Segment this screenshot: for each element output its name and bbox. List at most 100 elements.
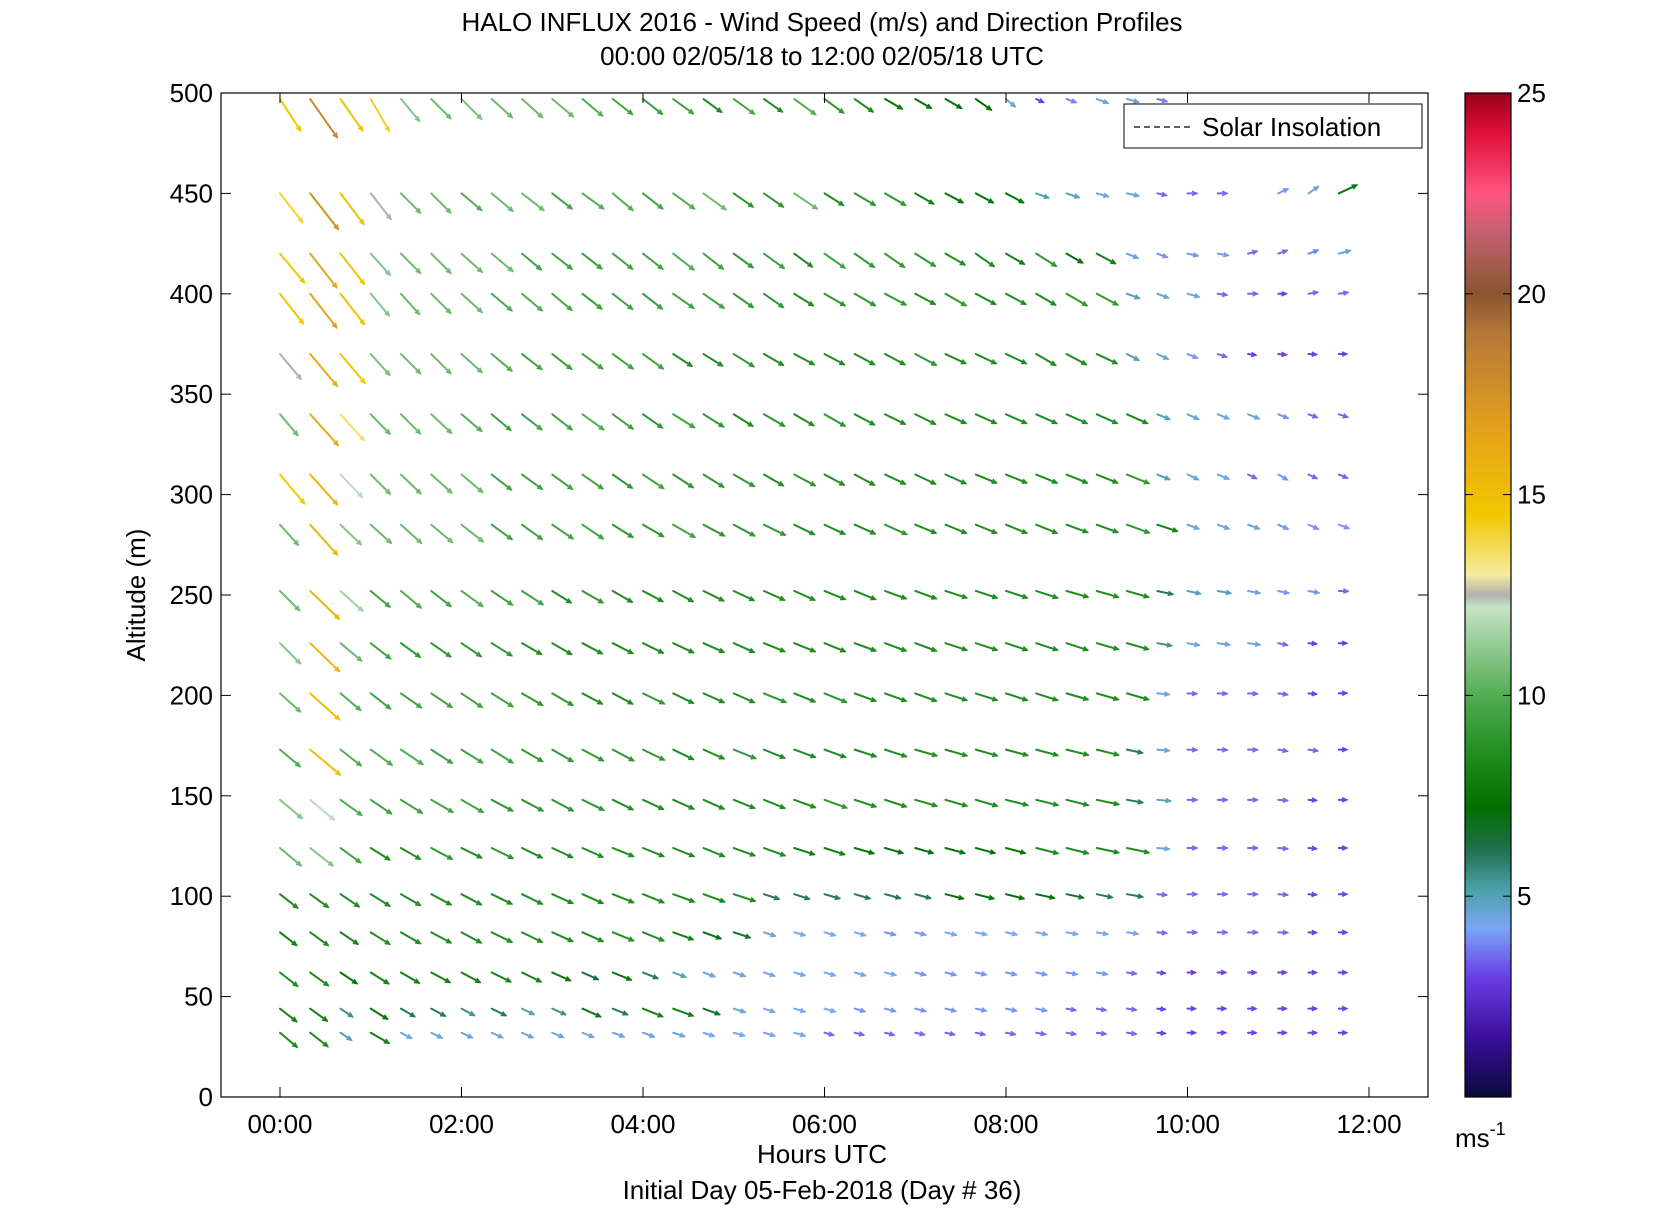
wind-arrow [1337, 523, 1351, 530]
wind-arrow [1005, 292, 1028, 306]
wind-arrow [884, 971, 898, 977]
wind-arrow [1005, 692, 1029, 702]
chart-footer: Initial Day 05-Feb-2018 (Day # 36) [623, 1175, 1022, 1205]
wind-arrow [339, 748, 363, 767]
wind-arrow [793, 589, 817, 601]
wind-arrow [944, 1007, 958, 1013]
wind-arrow [309, 692, 341, 721]
wind-arrow [1307, 845, 1318, 852]
wind-arrow [1307, 589, 1321, 595]
wind-arrow [823, 642, 847, 653]
wind-arrow [1307, 351, 1318, 358]
wind-arrow [672, 473, 695, 489]
wind-arrow [278, 692, 302, 713]
wind-arrow [762, 931, 777, 938]
quiver-arrows [278, 97, 1359, 1049]
wind-arrow [399, 252, 422, 275]
wind-arrow [460, 798, 485, 814]
wind-arrow [1156, 191, 1168, 198]
wind-arrow [1065, 473, 1089, 484]
wind-arrow [853, 473, 876, 486]
wind-arrow [702, 931, 723, 940]
wind-arrow [732, 1007, 747, 1014]
wind-arrow [309, 893, 330, 909]
wind-arrow [823, 1031, 835, 1037]
wind-arrow [1337, 351, 1349, 357]
wind-arrow [672, 192, 696, 210]
y-tick-label: 300 [170, 480, 213, 510]
wind-arrow [490, 893, 514, 905]
wind-arrow [1216, 473, 1231, 480]
wind-arrow [339, 931, 360, 945]
wind-arrow [884, 1031, 896, 1037]
wind-arrow [1216, 1029, 1228, 1036]
wind-arrow [1125, 589, 1150, 599]
wind-arrow [1307, 523, 1320, 530]
wind-arrow [914, 642, 938, 653]
wind-arrow [1247, 891, 1259, 898]
wind-arrow [521, 692, 544, 707]
y-axis-label: Altitude (m) [121, 529, 151, 662]
wind-arrow [732, 847, 757, 857]
wind-arrow [339, 413, 366, 442]
wind-arrow [309, 252, 338, 289]
wind-arrow [1156, 473, 1171, 481]
wind-arrow [853, 692, 878, 703]
wind-arrow [1065, 292, 1089, 307]
wind-arrow [732, 642, 756, 654]
colorbar-tick-label: 10 [1517, 680, 1546, 710]
wind-arrow [1125, 1030, 1138, 1037]
wind-arrow [732, 798, 756, 810]
wind-arrow [521, 98, 544, 119]
x-tick-label: 08:00 [973, 1109, 1038, 1139]
wind-arrow [611, 692, 634, 705]
wind-arrow [914, 252, 937, 268]
wind-arrow [1005, 1030, 1017, 1037]
wind-arrow [460, 192, 483, 212]
wind-arrow [1186, 746, 1199, 753]
wind-arrow [1186, 473, 1200, 481]
wind-arrow [521, 1031, 535, 1039]
wind-arrow [399, 971, 421, 984]
colorbar-frame [1464, 92, 1512, 1098]
wind-arrow [490, 98, 514, 119]
wind-arrow [581, 847, 605, 858]
wind-arrow [1156, 797, 1172, 804]
wind-arrow [641, 847, 666, 858]
wind-arrow [1216, 190, 1229, 197]
wind-arrow [914, 413, 937, 425]
wind-arrow [1005, 748, 1030, 758]
wind-arrow [884, 353, 907, 366]
wind-arrow [339, 1031, 353, 1042]
wind-arrow [1065, 847, 1090, 856]
wind-arrow [914, 971, 928, 977]
wind-arrow [521, 523, 544, 541]
wind-arrow [914, 893, 932, 900]
wind-arrow [278, 413, 299, 437]
wind-arrow [1186, 413, 1200, 421]
wind-arrow [1337, 929, 1349, 936]
x-tick-label: 02:00 [429, 1109, 494, 1139]
wind-arrow [430, 252, 452, 275]
wind-arrow [793, 642, 817, 653]
wind-arrow [1216, 251, 1230, 258]
y-tick-label: 200 [170, 680, 213, 710]
wind-arrow [793, 192, 819, 210]
wind-arrow [460, 971, 482, 984]
wind-arrow [702, 589, 725, 602]
wind-arrow [762, 847, 787, 857]
wind-arrow [732, 292, 755, 309]
wind-arrow [1095, 642, 1120, 651]
wind-arrow [1216, 291, 1229, 298]
wind-arrow [521, 252, 543, 271]
wind-arrow [672, 748, 695, 761]
wind-arrow [974, 748, 999, 758]
wind-arrow [1065, 1030, 1078, 1037]
wind-arrow [1337, 1005, 1349, 1012]
wind-arrow [278, 353, 302, 381]
wind-arrow [793, 748, 817, 759]
wind-arrow [944, 252, 967, 266]
wind-arrow [884, 692, 908, 703]
wind-arrow [521, 192, 545, 212]
wind-arrow [521, 353, 543, 371]
